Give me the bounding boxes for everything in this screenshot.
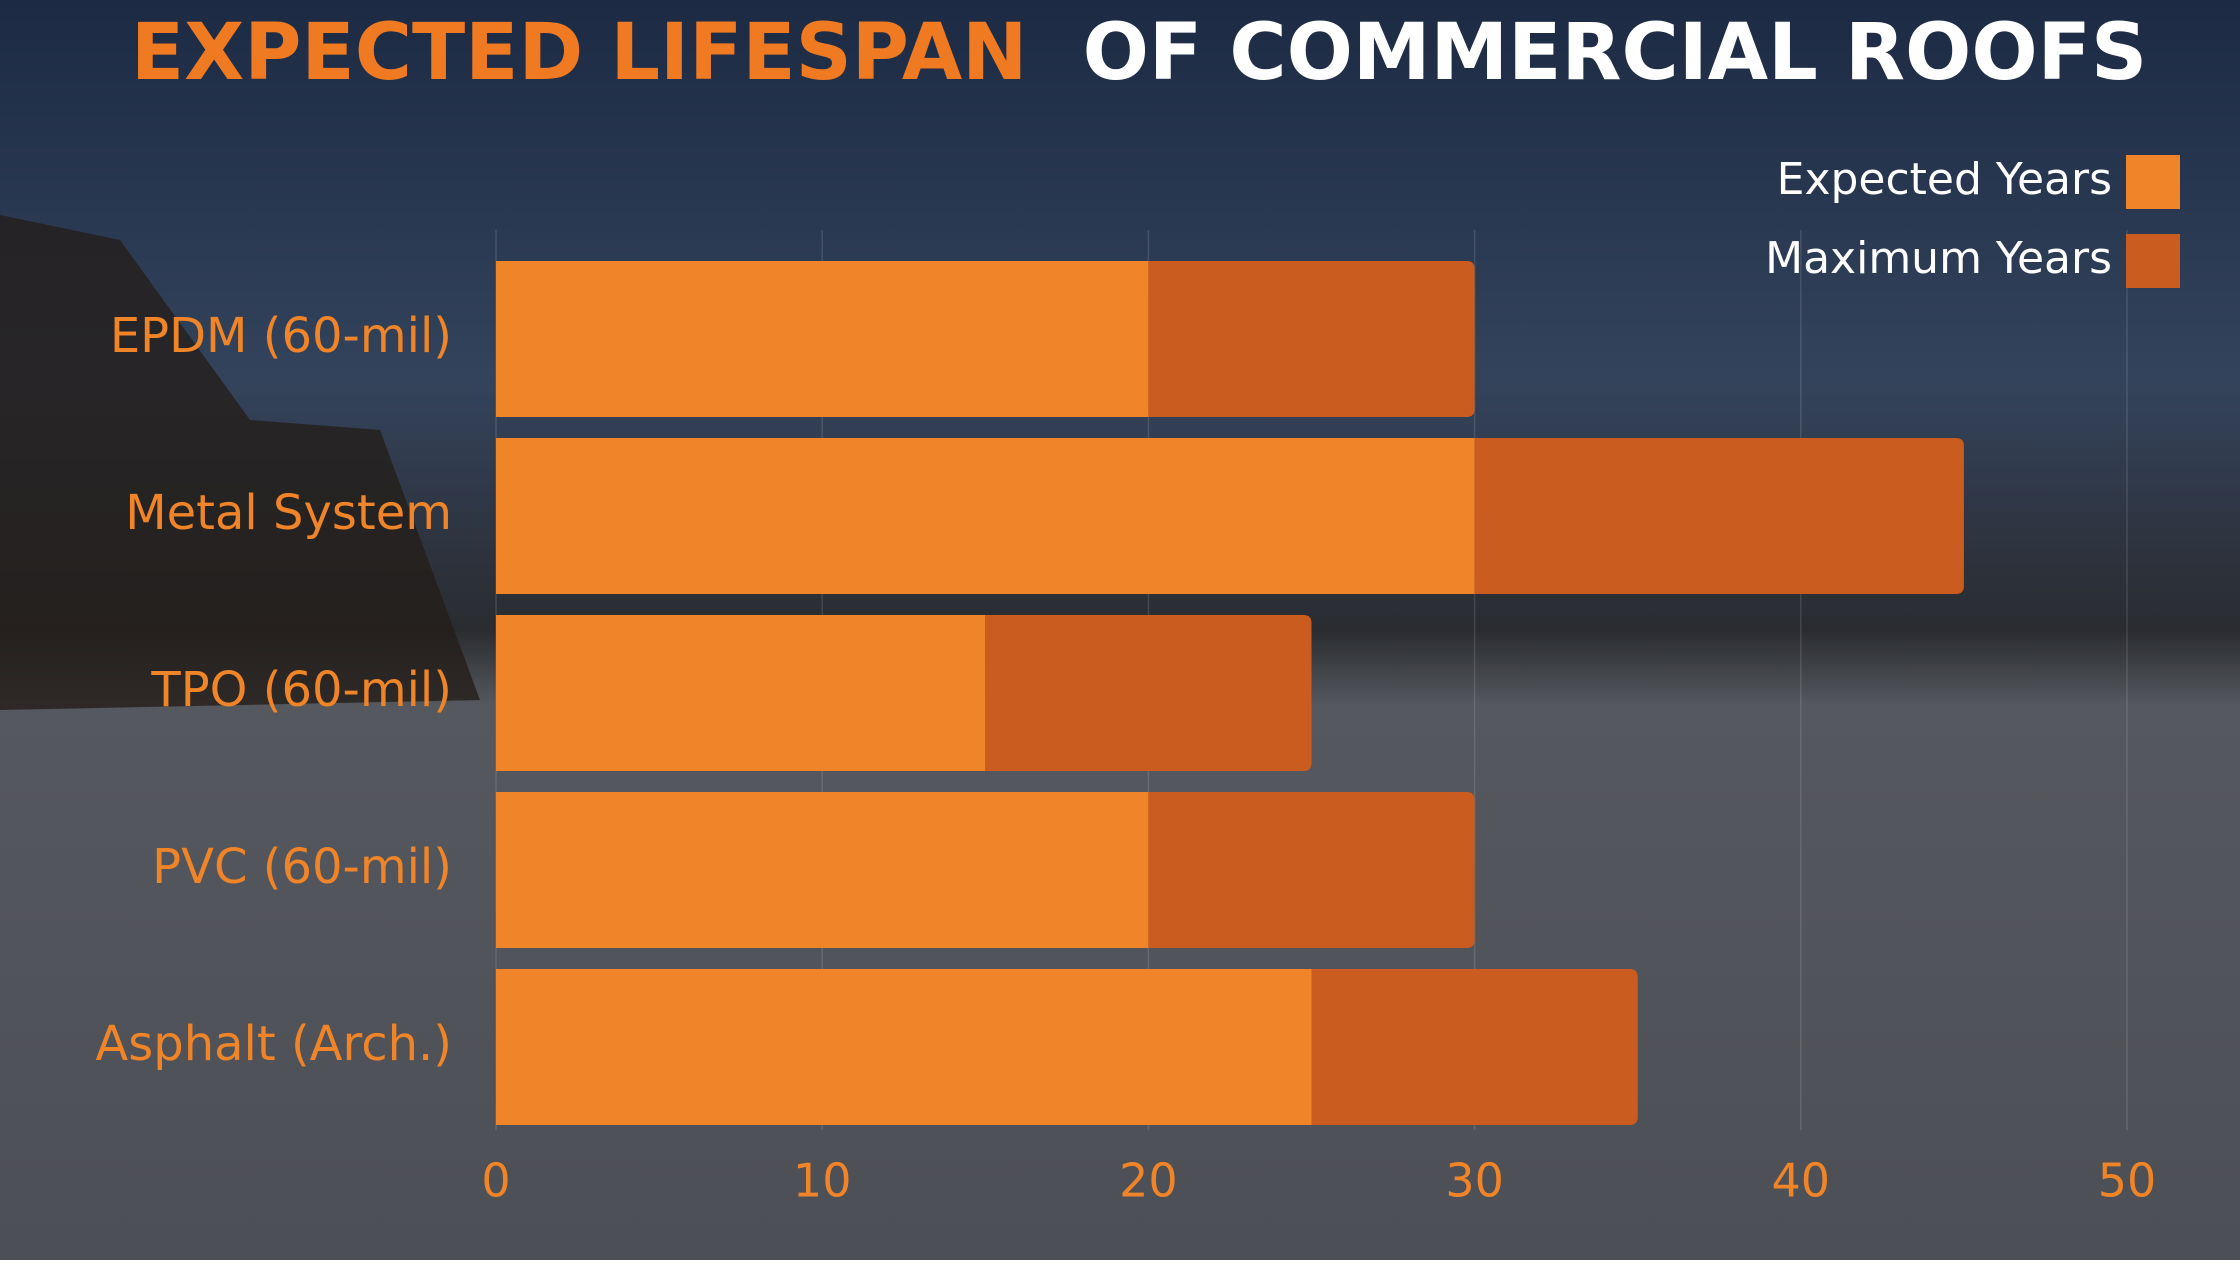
bar-segment [496,261,1149,417]
y-tick-label: Metal System [125,485,452,541]
y-tick-label: EPDM (60-mil) [110,308,452,364]
title-highlight: EXPECTED LIFESPAN [131,8,1028,98]
x-tick-label: 40 [1772,1154,1831,1208]
legend-label: Maximum Years [1765,233,2112,284]
y-tick-label: TPO (60-mil) [150,662,452,718]
x-tick-label: 20 [1119,1154,1178,1208]
chart-title: EXPECTED LIFESPAN OF COMMERCIAL ROOFS [131,8,2147,98]
x-tick-label: 0 [481,1154,510,1208]
bar-segment [496,438,1475,594]
bar-segment [496,792,1149,948]
x-tick-label: 30 [1445,1154,1504,1208]
bar-segment [985,615,1312,771]
bar-segment [496,615,986,771]
x-tick-label: 10 [793,1154,852,1208]
bar-segment [1148,792,1475,948]
legend-label: Expected Years [1777,154,2112,205]
y-tick-label: PVC (60-mil) [152,839,452,895]
y-tick-label: Asphalt (Arch.) [95,1016,452,1072]
x-tick-label: 50 [2098,1154,2157,1208]
legend-swatch [2126,234,2180,288]
legend-swatch [2126,155,2180,209]
bar-segment [496,969,1312,1125]
bar-segment [1311,969,1638,1125]
title-rest: OF COMMERCIAL ROOFS [1083,8,2148,98]
bar-segment [1474,438,1964,594]
bar-segment [1148,261,1475,417]
hillside [0,215,480,710]
